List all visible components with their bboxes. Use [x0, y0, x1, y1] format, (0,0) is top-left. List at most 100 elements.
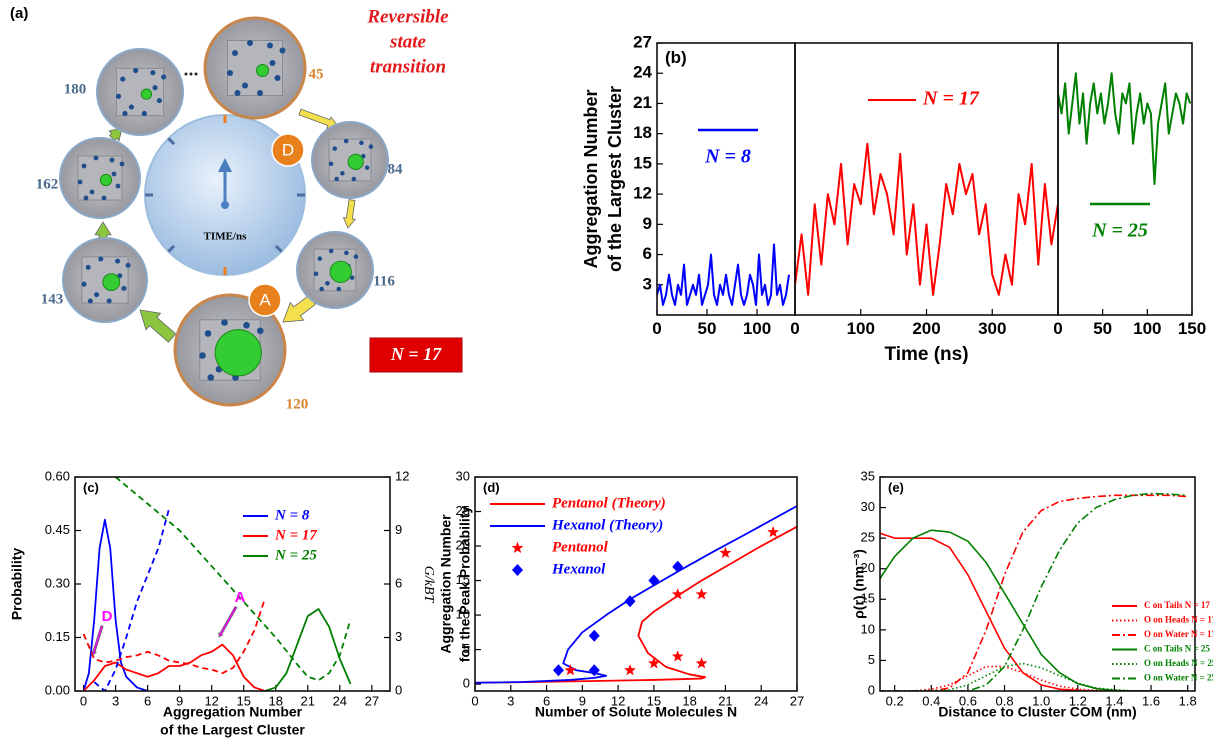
- point: [695, 657, 708, 669]
- plot-frame: [474, 476, 798, 692]
- x-tick-label: 24: [754, 693, 768, 708]
- x-tick-label: 0: [652, 319, 661, 338]
- x-tick-label: 18: [269, 693, 283, 708]
- line: [795, 142, 1058, 296]
- legend-label: N = 8: [274, 507, 310, 523]
- x-tick-label: 15: [236, 693, 250, 708]
- x-tick-label: 0.2: [886, 693, 904, 708]
- y2-axis-label: G/kBT: [421, 566, 436, 604]
- solute: [247, 40, 253, 46]
- legend-swatch: [512, 564, 523, 576]
- x-tick-label: 6: [543, 693, 550, 708]
- line: [1058, 72, 1192, 186]
- point: [624, 664, 636, 676]
- point: [588, 629, 600, 642]
- ellipsis-dot: [184, 72, 188, 76]
- y2-tick-label: 6: [395, 575, 402, 590]
- cluster: [140, 88, 153, 100]
- plot-frame: [879, 476, 1196, 692]
- state-time: 116: [373, 273, 395, 289]
- solute: [128, 104, 134, 110]
- y-axis-label: ρ(r) (nm⁻³): [851, 549, 867, 619]
- solute: [336, 286, 342, 292]
- plot-frame: [74, 476, 391, 692]
- y-tick-label: 27: [633, 32, 652, 51]
- line: [475, 505, 797, 684]
- state-marker-label: D: [282, 140, 294, 159]
- solute: [133, 67, 139, 74]
- line: [880, 662, 1188, 691]
- solute: [325, 281, 330, 286]
- line: [82, 597, 266, 675]
- solute: [111, 171, 117, 177]
- solute: [101, 195, 107, 201]
- solute: [359, 140, 364, 146]
- y2-tick-label: 0: [395, 682, 402, 697]
- point: [647, 657, 660, 669]
- solute: [125, 262, 131, 268]
- y-tick-label: 21: [633, 93, 652, 112]
- solute: [227, 70, 233, 76]
- line: [82, 518, 148, 691]
- y2-tick-label: 3: [395, 629, 402, 644]
- state-time: 45: [309, 66, 324, 82]
- point: [648, 574, 660, 587]
- x-tick-label: 6: [144, 693, 151, 708]
- x-tick-label: 21: [718, 693, 732, 708]
- point: [672, 560, 684, 573]
- solute: [256, 327, 264, 335]
- line: [880, 492, 1188, 691]
- x-tick-label: 1.2: [1069, 693, 1087, 708]
- solute: [204, 330, 212, 337]
- legend-label: Pentanol (Theory): [552, 495, 666, 511]
- legend-label: Hexanol (Theory): [551, 517, 663, 533]
- y-tick-label: 25: [861, 530, 875, 545]
- clock-pivot: [221, 201, 229, 209]
- solute: [340, 171, 345, 176]
- solute: [152, 85, 158, 91]
- line: [93, 508, 170, 691]
- line: [115, 477, 352, 682]
- solute: [77, 179, 83, 185]
- y-tick-label: 15: [456, 572, 470, 587]
- x-tick-label: 0.4: [922, 693, 940, 708]
- arrow: [139, 309, 177, 343]
- point: [588, 664, 600, 677]
- panel-label: (e): [888, 480, 904, 495]
- solute: [122, 110, 128, 117]
- y-tick-label: 6: [643, 244, 652, 263]
- arrow: [91, 625, 104, 656]
- solute: [364, 165, 370, 170]
- y-tick-label: 20: [456, 537, 470, 552]
- cluster: [256, 64, 269, 77]
- solute: [343, 138, 349, 144]
- y-axis-label: Probability: [9, 548, 25, 621]
- solute: [87, 298, 93, 304]
- solute: [199, 352, 206, 359]
- diagram-title: Reversible: [366, 6, 449, 27]
- legend-label: Hexanol: [551, 561, 606, 577]
- legend-label: N = 25: [274, 547, 317, 563]
- solute: [81, 163, 87, 169]
- state-time: 84: [388, 161, 404, 177]
- solute: [150, 70, 156, 76]
- solute: [269, 60, 276, 66]
- x-tick-label: 9: [579, 693, 586, 708]
- x-tick-label: 3: [112, 693, 119, 708]
- point: [767, 526, 780, 538]
- cluster: [102, 273, 121, 292]
- x-axis-label: Time (ns): [884, 344, 968, 365]
- y-tick-label: 10: [456, 607, 470, 622]
- state-marker: [248, 283, 282, 317]
- x-axis-label: of the Largest Cluster: [160, 722, 305, 738]
- solute: [349, 275, 355, 280]
- x-tick-label: 1.4: [1105, 693, 1123, 708]
- y-axis-label: Aggregation Number: [581, 89, 601, 268]
- y-tick-label: 0.00: [45, 682, 70, 697]
- ellipsis-dot: [194, 72, 198, 76]
- x-tick-label: 300: [978, 319, 1006, 338]
- clock-tick: [274, 244, 283, 253]
- x-tick-label: 3: [507, 693, 514, 708]
- line: [880, 532, 1188, 691]
- solute: [332, 146, 338, 151]
